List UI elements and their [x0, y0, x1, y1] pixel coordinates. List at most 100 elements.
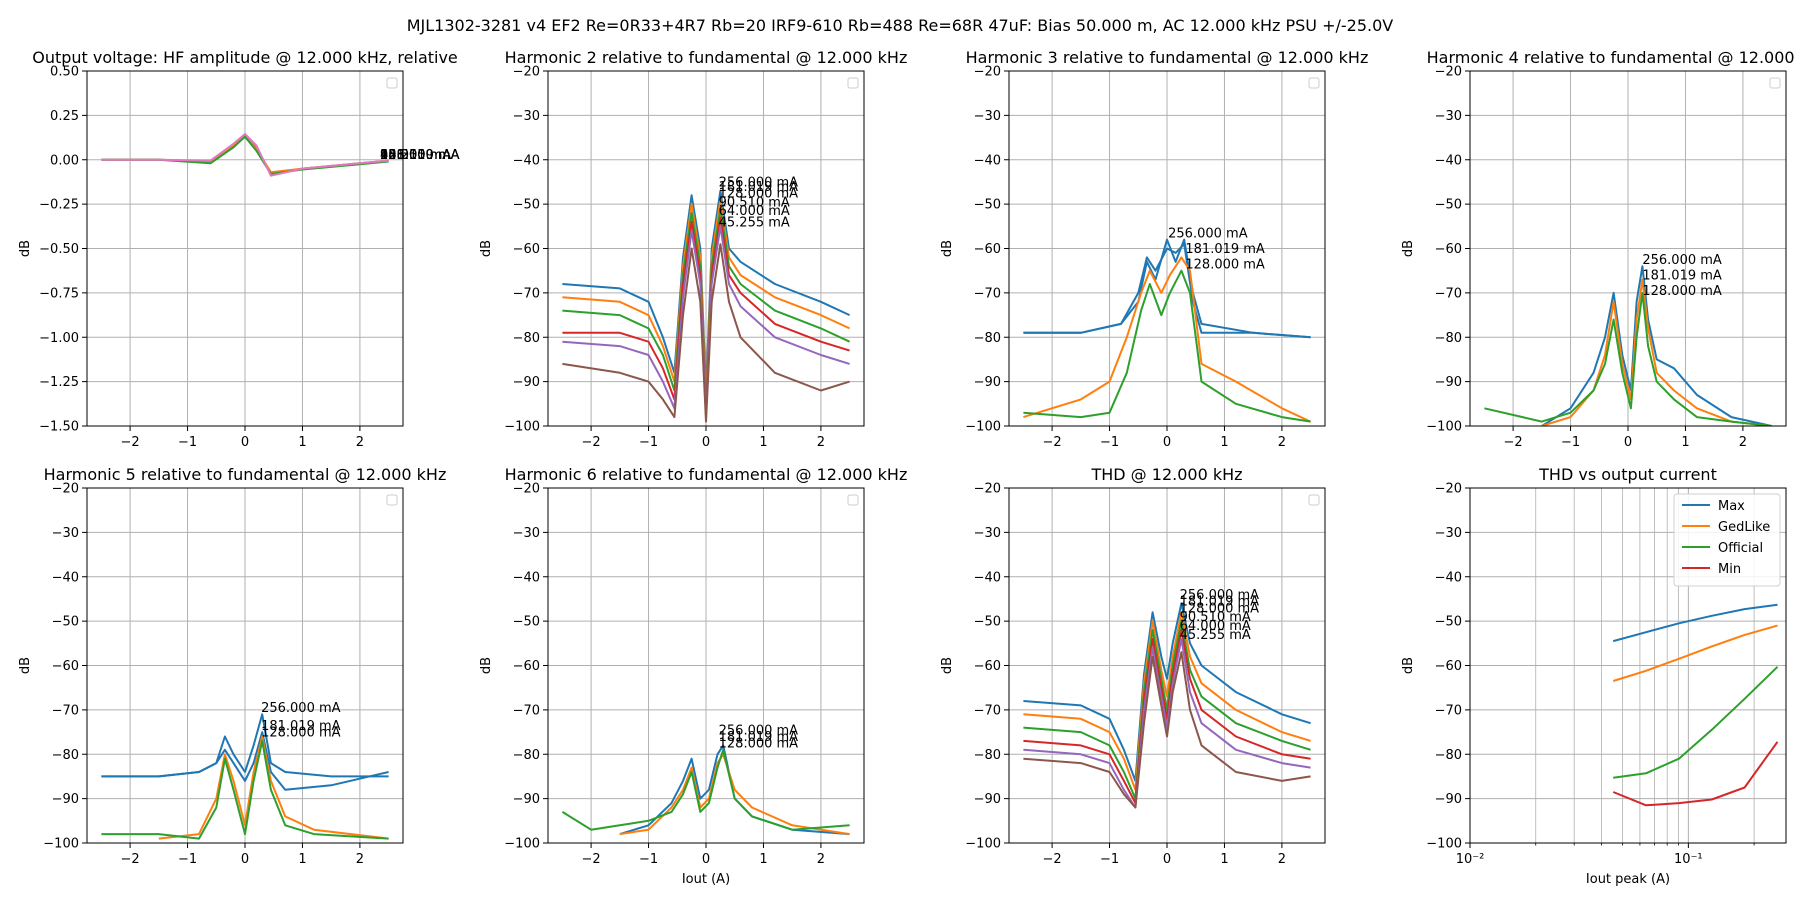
subplot-grid: −2 −1 0 1 2 −1.50 −1.25 −1.00 −0.75 −0.50 −0.25 0.0…	[18, 48, 1800, 887]
legend-box-empty	[847, 77, 859, 89]
current-annotation: 128.000 mA	[719, 737, 799, 752]
series-group	[1023, 602, 1311, 809]
y-tick-label: −40	[974, 153, 1001, 168]
series-line-4	[101, 739, 389, 840]
y-tick-label: −70	[1435, 703, 1462, 718]
y-tick-label: −20	[52, 482, 79, 497]
x-tick-label: 0	[1163, 435, 1171, 450]
y-tick-label: −60	[974, 659, 1001, 674]
y-tick-label: −20	[974, 65, 1001, 80]
x-tick-label: 2	[356, 435, 364, 450]
y-tick-label: −1.25	[39, 375, 79, 390]
y-tick-label: −90	[1435, 792, 1462, 807]
series-group	[1484, 265, 1772, 426]
current-annotation: 256.000 mA	[1180, 588, 1260, 603]
current-annotation: 256.000 mA	[380, 148, 460, 163]
y-tick-label: −60	[1435, 242, 1462, 257]
x-tick-label: 0	[1163, 852, 1171, 867]
x-tick-label: 2	[356, 852, 364, 867]
current-annotation: 64.000 mA	[719, 204, 790, 219]
current-annotation: 128.000 mA	[1180, 601, 1260, 616]
y-tick-label: −40	[974, 570, 1001, 585]
x-tick-label: 2	[1278, 852, 1286, 867]
x-tick-label: 2	[817, 435, 825, 450]
y-tick-label: −30	[974, 526, 1001, 541]
y-tick-label: −70	[974, 703, 1001, 718]
chart-title: THD @ 12.000 kHz	[1090, 465, 1242, 484]
x-tick-label: 0	[702, 852, 710, 867]
y-tick-label: −80	[1435, 748, 1462, 763]
chart-panel-7: −2 −1 0 1 2 −100 −90 −80 −70 −60 −50 −40 −30 −20 256.0…	[940, 465, 1326, 867]
y-axis-label: dB	[940, 240, 955, 257]
current-annotation: 128.000 mA	[380, 148, 460, 163]
x-tick-label: 1	[759, 852, 767, 867]
y-axis-label: dB	[479, 240, 494, 257]
x-tick-label: 1	[1220, 852, 1228, 867]
legend-box-empty	[386, 77, 398, 89]
y-axis-label: dB	[1401, 240, 1416, 257]
y-tick-label: −90	[513, 375, 540, 390]
y-tick-label: −70	[52, 703, 79, 718]
y-tick-label: −100	[965, 837, 1001, 852]
x-tick-label: −1	[639, 852, 658, 867]
series-group	[101, 713, 389, 840]
x-tick-label: 1	[298, 852, 306, 867]
y-tick-label: −100	[965, 420, 1001, 435]
series-line-3	[158, 735, 389, 840]
y-tick-label: −30	[1435, 109, 1462, 124]
chart-title: Harmonic 5 relative to fundamental @ 12.…	[44, 465, 447, 484]
axes-frame	[1008, 70, 1326, 427]
y-tick-label: −0.25	[39, 198, 79, 213]
y-tick-label: −80	[1435, 331, 1462, 346]
series-line-5	[1023, 637, 1311, 809]
series-line-4	[1023, 269, 1311, 423]
current-annotation: 90.510 mA	[1180, 610, 1251, 625]
series-line-3	[561, 748, 850, 831]
series-line-3	[1484, 291, 1772, 426]
figure-suptitle: MJL1302-3281 v4 EF2 Re=0R33+4R7 Rb=20 IR…	[407, 16, 1394, 35]
legend-box-empty	[1769, 77, 1781, 89]
current-annotation: 181.019 mA	[719, 730, 799, 745]
x-tick-label: −1	[1561, 435, 1580, 450]
y-tick-label: −30	[1435, 526, 1462, 541]
y-axis-label: dB	[940, 657, 955, 674]
x-tick-label: −2	[121, 852, 140, 867]
legend-label: GedLike	[1718, 520, 1770, 535]
series-group	[1612, 603, 1779, 807]
legend-box-empty	[1308, 494, 1320, 506]
current-annotation: 181.019 mA	[1185, 242, 1265, 257]
y-tick-label: −90	[1435, 375, 1462, 390]
x-tick-label: 1	[1220, 435, 1228, 450]
y-tick-label: −20	[1435, 65, 1462, 80]
series-line-official	[1613, 666, 1779, 779]
chart-title: Harmonic 2 relative to fundamental @ 12.…	[505, 48, 908, 67]
y-tick-label: −80	[513, 748, 540, 763]
y-tick-label: −0.50	[39, 242, 79, 257]
series-line-2	[619, 753, 850, 836]
x-tick-label: −2	[582, 852, 601, 867]
y-tick-label: −80	[513, 331, 540, 346]
y-tick-label: −60	[513, 242, 540, 257]
x-tick-label: −2	[1043, 852, 1062, 867]
chart-title: Harmonic 3 relative to fundamental @ 12.…	[966, 48, 1369, 67]
y-tick-label: −100	[504, 420, 540, 435]
y-tick-label: −40	[1435, 153, 1462, 168]
legend-box	[1673, 493, 1781, 587]
y-tick-label: −40	[513, 570, 540, 585]
y-tick-label: 0.00	[50, 153, 79, 168]
series-line-min	[1612, 741, 1779, 807]
y-axis-label: dB	[18, 240, 33, 257]
current-annotation: 181.019 mA	[719, 180, 799, 195]
x-tick-label: −2	[1504, 435, 1523, 450]
current-annotation: 128.000 mA	[261, 726, 341, 741]
y-tick-label: −70	[1435, 286, 1462, 301]
legend-box-empty	[386, 494, 398, 506]
x-tick-label: −2	[121, 435, 140, 450]
series-line-2	[1023, 243, 1311, 339]
current-annotation: 128.000 mA	[719, 186, 799, 201]
current-annotation: 256.000 mA	[1168, 226, 1248, 241]
current-annotation: 45.255 mA	[380, 148, 451, 163]
x-tick-label: 0	[241, 435, 249, 450]
y-tick-label: −100	[1426, 837, 1462, 852]
y-tick-label: −60	[513, 659, 540, 674]
